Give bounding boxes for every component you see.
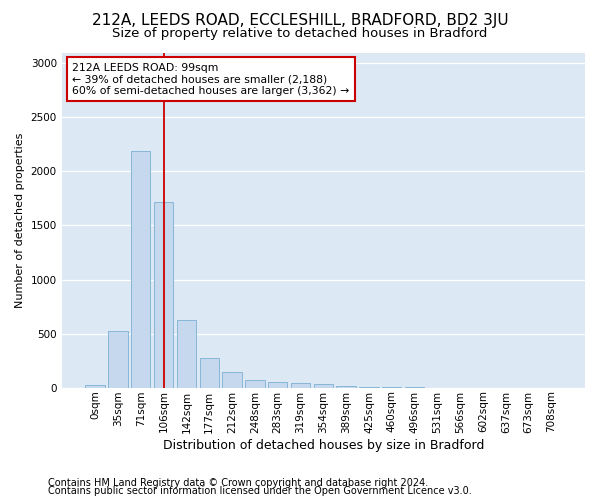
Text: Contains public sector information licensed under the Open Government Licence v3: Contains public sector information licen…	[48, 486, 472, 496]
Text: 212A, LEEDS ROAD, ECCLESHILL, BRADFORD, BD2 3JU: 212A, LEEDS ROAD, ECCLESHILL, BRADFORD, …	[92, 12, 508, 28]
Bar	[245, 380, 265, 388]
Y-axis label: Number of detached properties: Number of detached properties	[15, 132, 25, 308]
Bar	[314, 384, 333, 388]
X-axis label: Distribution of detached houses by size in Bradford: Distribution of detached houses by size …	[163, 440, 484, 452]
Bar	[382, 387, 401, 388]
Bar	[85, 385, 105, 388]
Text: Size of property relative to detached houses in Bradford: Size of property relative to detached ho…	[112, 28, 488, 40]
Text: Contains HM Land Registry data © Crown copyright and database right 2024.: Contains HM Land Registry data © Crown c…	[48, 478, 428, 488]
Bar	[359, 386, 379, 388]
Bar	[177, 320, 196, 388]
Bar	[223, 372, 242, 388]
Bar	[337, 386, 356, 388]
Bar	[291, 384, 310, 388]
Bar	[154, 202, 173, 388]
Bar	[268, 382, 287, 388]
Text: 212A LEEDS ROAD: 99sqm
← 39% of detached houses are smaller (2,188)
60% of semi-: 212A LEEDS ROAD: 99sqm ← 39% of detached…	[72, 62, 349, 96]
Bar	[131, 151, 151, 388]
Bar	[108, 332, 128, 388]
Bar	[200, 358, 219, 388]
